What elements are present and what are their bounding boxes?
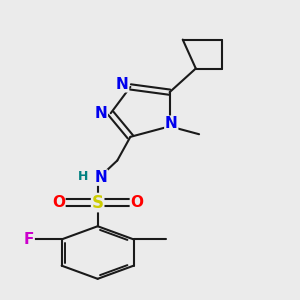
Text: N: N (116, 77, 129, 92)
Text: O: O (52, 195, 65, 210)
Text: O: O (130, 195, 143, 210)
Text: N: N (165, 116, 178, 131)
Text: H: H (78, 170, 88, 183)
Text: S: S (92, 194, 104, 211)
Text: N: N (94, 106, 107, 121)
Text: N: N (94, 170, 107, 185)
Text: F: F (24, 232, 34, 247)
